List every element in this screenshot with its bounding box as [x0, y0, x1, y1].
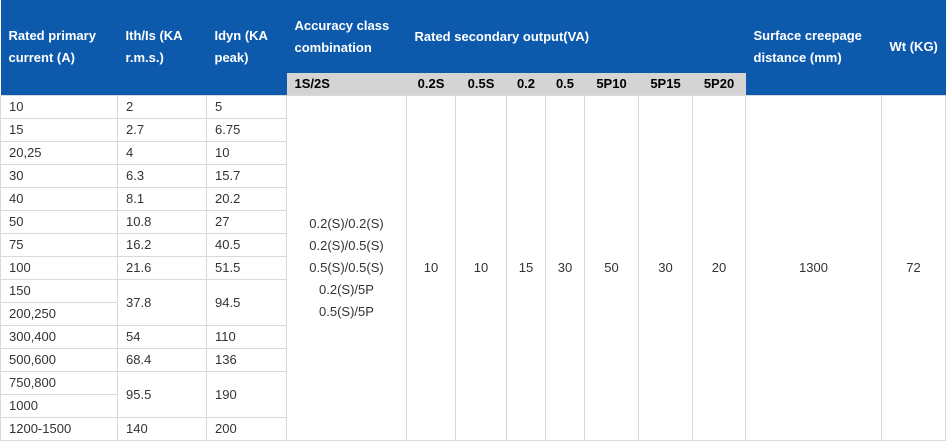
subheader-5p20: 5P20 — [692, 73, 746, 95]
idyn-cell: 40.5 — [206, 232, 287, 257]
ith-cell: 54 — [117, 324, 207, 349]
current-cell: 20,25 — [0, 140, 118, 165]
idyn-cell: 136 — [206, 347, 287, 372]
idyn-cell: 200 — [206, 416, 287, 441]
table-row: 1000 — [0, 393, 946, 418]
header-rated-secondary-output: Rated secondary output(VA) — [406, 0, 746, 73]
accuracy-line: 0.5(S)/0.5(S) — [309, 259, 384, 275]
current-cell: 10 — [0, 94, 118, 119]
output-5p20-cell: 20 — [691, 94, 747, 441]
output-0-5-cell: 30 — [545, 94, 585, 441]
accuracy-line: 0.2(S)/0.5(S) — [309, 237, 384, 253]
current-cell: 100 — [0, 255, 118, 280]
table-row: 30 6.3 15.7 — [0, 163, 946, 188]
ith-cell: 21.6 — [117, 255, 207, 280]
table-row: 1200-1500 140 200 — [0, 416, 946, 441]
idyn-cell: 190 — [206, 370, 287, 418]
ith-cell: 140 — [117, 416, 207, 441]
output-5p10-cell: 50 — [584, 94, 639, 441]
weight-cell: 72 — [881, 94, 947, 441]
ith-cell: 16.2 — [117, 232, 207, 257]
current-cell: 500,600 — [0, 347, 118, 372]
ith-cell: 95.5 — [117, 370, 207, 418]
ith-cell: 2 — [117, 94, 207, 119]
subheader-0-2: 0.2 — [506, 73, 546, 95]
ith-cell: 10.8 — [117, 209, 207, 234]
header-ith-is: Ith/Is (KA r.m.s.) — [117, 0, 207, 95]
idyn-cell: 51.5 — [206, 255, 287, 280]
subheader-5p10: 5P10 — [584, 73, 639, 95]
subheader-5p15: 5P15 — [638, 73, 693, 95]
current-cell: 750,800 — [0, 370, 118, 395]
current-cell: 1200-1500 — [0, 416, 118, 441]
header-accuracy-class: Accuracy class combination — [286, 0, 407, 73]
subheader-0-2s: 0.2S — [406, 73, 456, 95]
table-row: 500,600 68.4 136 — [0, 347, 946, 372]
output-0-2-cell: 15 — [506, 94, 546, 441]
subheader-0-5s: 0.5S — [455, 73, 507, 95]
table-row: 20,25 4 10 — [0, 140, 946, 165]
header-idyn: Idyn (KA peak) — [206, 0, 287, 95]
creepage-cell: 1300 — [745, 94, 883, 441]
accuracy-line: 0.2(S)/5P — [319, 281, 374, 297]
output-0-2s-cell: 10 — [406, 94, 456, 441]
output-5p15-cell: 30 — [638, 94, 693, 441]
accuracy-line: 0.2(S)/0.2(S) — [309, 215, 384, 231]
table-row: 40 8.1 20.2 — [0, 186, 946, 211]
current-cell: 50 — [0, 209, 118, 234]
current-cell: 300,400 — [0, 324, 118, 349]
idyn-cell: 6.75 — [206, 117, 287, 142]
idyn-cell: 10 — [206, 140, 287, 165]
output-0-5s-cell: 10 — [455, 94, 507, 441]
ith-cell: 37.8 — [117, 278, 207, 326]
current-cell: 1000 — [0, 393, 118, 418]
ith-cell: 6.3 — [117, 163, 207, 188]
table-row: 10 2 5 0.2(S)/0.2(S) 0.2(S)/0.5(S) 0.5(S… — [0, 94, 947, 441]
ith-cell: 68.4 — [117, 347, 207, 372]
ith-cell: 8.1 — [117, 186, 207, 211]
subheader-1s-2s: 1S/2S — [286, 73, 407, 95]
header-rated-primary-current: Rated primary current (A) — [0, 0, 118, 95]
subheader-0-5: 0.5 — [545, 73, 585, 95]
current-cell: 40 — [0, 186, 118, 211]
accuracy-line: 0.5(S)/5P — [319, 303, 374, 319]
idyn-cell: 5 — [206, 94, 287, 119]
table-row: 15 2.7 6.75 — [0, 117, 946, 142]
ith-cell: 4 — [117, 140, 207, 165]
current-cell: 200,250 — [0, 301, 118, 326]
current-cell: 30 — [0, 163, 118, 188]
idyn-cell: 20.2 — [206, 186, 287, 211]
current-cell: 75 — [0, 232, 118, 257]
current-cell: 150 — [0, 278, 118, 303]
current-cell: 15 — [0, 117, 118, 142]
ith-cell: 2.7 — [117, 117, 207, 142]
idyn-cell: 15.7 — [206, 163, 287, 188]
idyn-cell: 110 — [206, 324, 287, 349]
table-row: 75 16.2 40.5 — [0, 232, 946, 257]
header-surface-creepage: Surface creepage distance (mm) — [745, 0, 882, 95]
header-weight: Wt (KG) — [881, 0, 946, 95]
idyn-cell: 94.5 — [206, 278, 287, 326]
accuracy-combination-cell: 0.2(S)/0.2(S) 0.2(S)/0.5(S) 0.5(S)/0.5(S… — [286, 94, 407, 441]
idyn-cell: 27 — [206, 209, 287, 234]
